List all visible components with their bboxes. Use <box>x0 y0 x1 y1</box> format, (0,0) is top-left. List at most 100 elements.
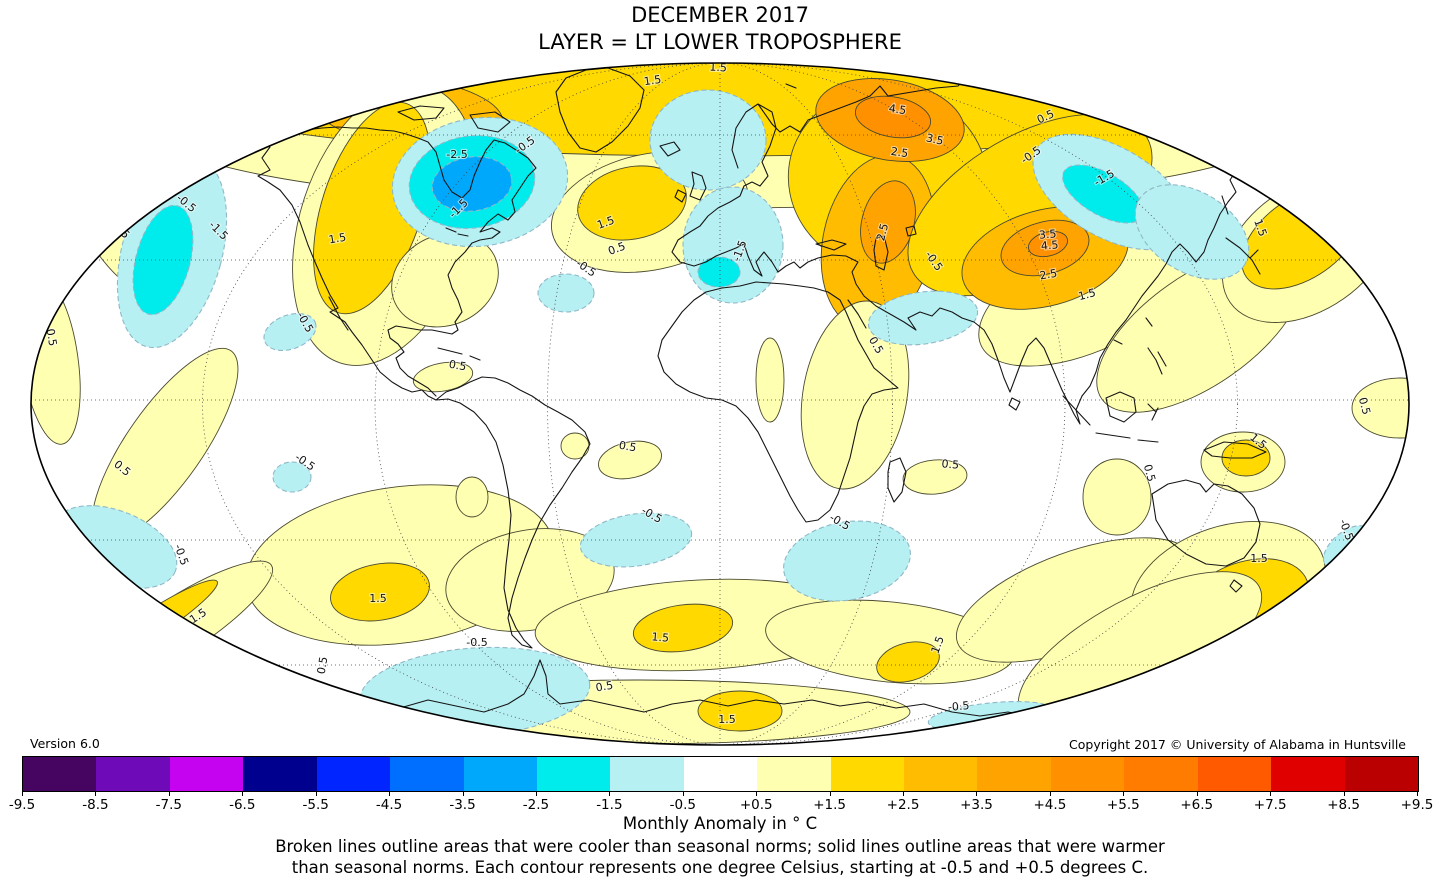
colorbar-cell <box>390 757 464 791</box>
colorbar-tick-label: -3.5 <box>449 797 476 813</box>
colorbar-tick-label: +6.5 <box>1180 797 1214 813</box>
contour-label: 2.5 <box>874 222 891 242</box>
contour-label: 1.5 <box>651 630 670 644</box>
colorbar-tick <box>756 792 758 796</box>
anomaly-region-antarctic-gold <box>697 690 783 732</box>
contour-label: 4.5 <box>888 102 907 117</box>
colorbar-tick-label: -8.5 <box>82 797 109 813</box>
contour-label: 0.5 <box>941 457 960 471</box>
colorbar-tick-label: +3.5 <box>960 797 993 813</box>
colorbar-cell <box>1271 757 1345 791</box>
colorbar-tick-label: -7.5 <box>155 797 182 813</box>
anomaly-region-spacific-spot <box>272 461 312 493</box>
contour-label: 1.5 <box>718 713 736 726</box>
copyright-label: Copyright 2017 © University of Alabama i… <box>1069 737 1406 752</box>
colorbar-tick-label: -6.5 <box>229 797 256 813</box>
map-boundary <box>30 62 1410 746</box>
colorbar-tick <box>315 792 317 796</box>
contour-label: 1.5 <box>1077 286 1097 303</box>
colorbar-cell <box>1197 757 1272 791</box>
colorbar-tick <box>1049 792 1051 796</box>
colorbar-tick <box>829 792 831 796</box>
anomaly-region-east-africa-band <box>800 300 910 490</box>
colorbar-tick <box>1343 792 1345 796</box>
colorbar-cell <box>1050 757 1125 791</box>
title-line-2: LAYER = LT LOWER TROPOSPHERE <box>538 30 902 54</box>
contour-label: 2.5 <box>890 145 909 160</box>
colorbar-tick-label: +4.5 <box>1033 797 1067 813</box>
anomaly-region-texas-pale <box>391 232 499 328</box>
anomaly-region-eq-right-wedge <box>1351 377 1409 439</box>
contour-label: 2.5 <box>474 67 493 82</box>
anomaly-region-satlantic-eq <box>598 440 662 480</box>
contour-label: 0.5 <box>315 656 331 675</box>
colorbar-cell <box>1344 757 1419 791</box>
colorbar-cell <box>96 757 170 791</box>
colorbar-tick-label: -9.5 <box>8 797 36 813</box>
colorbar-cell <box>610 757 684 791</box>
anomaly-region-iceland-cool <box>649 89 767 191</box>
contour-label: -0.5 <box>947 699 970 714</box>
figure-caption: Broken lines outline areas that were coo… <box>0 836 1440 878</box>
colorbar-tick-label: -1.5 <box>596 797 623 813</box>
colorbar: -9.5 -8.5 -7.5 -6.5 -5.5 -4.5 -3.5 -2.5 -1.5 -0.5… <box>9 756 1433 814</box>
contour-label: 1.5 <box>643 73 662 88</box>
anomaly-region-japan-cool <box>1134 184 1250 280</box>
anomaly-region-satlantic-gold <box>632 603 734 653</box>
anomaly-region-venezuela-patch <box>412 361 474 393</box>
colorbar-tick-label: -4.5 <box>375 797 403 813</box>
title-line-1: DECEMBER 2017 <box>631 3 809 27</box>
colorbar-tick <box>242 792 244 796</box>
anomaly-region-east-madagascar <box>902 459 968 495</box>
colorbar-title: Monthly Anomaly in ° C <box>622 814 818 833</box>
colorbar-tick-label: +9.5 <box>1400 797 1434 813</box>
caption-line-1: Broken lines outline areas that were coo… <box>275 837 1165 856</box>
colorbar-tick <box>609 792 611 796</box>
contour-label: 0.5 <box>606 240 627 258</box>
colorbar-cell <box>977 757 1051 791</box>
colorbar-tick <box>535 792 537 796</box>
coastlines <box>237 67 1328 719</box>
contour-label: 0.5 <box>618 439 637 455</box>
anomaly-region-mediterranean-cool <box>682 186 784 304</box>
anomaly-region-spacific-gold <box>330 562 430 622</box>
contour-label: 3.5 <box>1038 227 1057 241</box>
colorbar-tick <box>389 792 391 796</box>
colorbar-tick <box>22 792 23 796</box>
version-label: Version 6.0 <box>30 736 100 751</box>
anomaly-region-argentina-spot <box>455 476 489 518</box>
colorbar-tick <box>1123 792 1125 796</box>
contour-label: 0.5 <box>595 679 614 695</box>
colorbar-tick <box>1270 792 1272 796</box>
contour-label: 4.5 <box>1040 238 1059 252</box>
colorbar-cell <box>23 757 97 791</box>
anomaly-region-brazil-spot <box>560 432 590 460</box>
colorbar-tick-label: +7.5 <box>1253 797 1287 813</box>
contour-label: 1.5 <box>709 61 727 75</box>
colorbar-tick-label: -5.5 <box>302 797 329 813</box>
contour-label: 1.5 <box>369 592 387 605</box>
contour-label: -2.5 <box>446 148 467 161</box>
colorbar-gradient <box>22 756 1419 792</box>
caption-line-2: than seasonal norms. Each contour repres… <box>291 858 1149 877</box>
anomaly-region-baja-spot <box>263 312 317 352</box>
colorbar-tick-label: +1.5 <box>813 797 847 813</box>
colorbar-tick <box>903 792 905 796</box>
colorbar-tick <box>168 792 170 796</box>
anomaly-region-west-australia <box>1082 458 1152 536</box>
colorbar-tick <box>976 792 978 796</box>
colorbar-tick <box>95 792 97 796</box>
anomaly-region-sindian-south-cool <box>783 520 911 602</box>
colorbar-cell <box>683 757 758 791</box>
colorbar-tick-label: +5.5 <box>1106 797 1140 813</box>
chart-title: DECEMBER 2017 LAYER = LT LOWER TROPOSPHE… <box>0 2 1440 56</box>
colorbar-cell <box>169 757 244 791</box>
colorbar-tick-label: -0.5 <box>669 797 696 813</box>
contour-label: 1.5 <box>1251 217 1269 238</box>
colorbar-cell <box>757 757 831 791</box>
anomaly-region-central-atlantic-spot <box>537 273 595 313</box>
anomaly-region-north-atlantic-gold <box>577 165 687 241</box>
colorbar-cell <box>243 757 317 791</box>
colorbar-cell <box>316 757 391 791</box>
